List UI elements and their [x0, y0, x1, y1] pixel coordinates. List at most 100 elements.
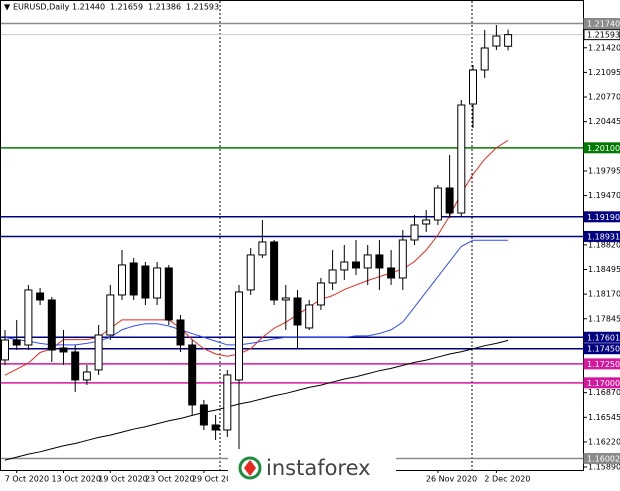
candle-body: [118, 264, 126, 296]
candle-body: [363, 254, 372, 269]
level-label-box: [583, 377, 620, 389]
x-tick-label: 23 Oct 2020: [145, 475, 194, 484]
level-label: 1.17450: [587, 345, 620, 354]
candle-body: [199, 404, 208, 426]
candle-body: [59, 347, 68, 353]
candle-body: [129, 262, 138, 296]
y-tick-label: 1.19470: [588, 191, 620, 200]
y-tick-label: 1.15890: [588, 462, 620, 471]
level-label-box: [583, 18, 620, 29]
x-tick-label: 2 Dec 2020: [484, 475, 530, 484]
y-tick-label: 1.16545: [588, 413, 620, 422]
candle-body: [445, 187, 454, 214]
y-tick-label: 1.18170: [588, 290, 620, 299]
candle-body: [94, 334, 103, 371]
candle-body: [492, 35, 501, 47]
candle-body: [47, 299, 56, 351]
candle-body: [36, 292, 45, 301]
level-label-box: [583, 358, 620, 370]
candle-body: [457, 104, 466, 214]
level-label: 1.17000: [587, 379, 620, 388]
candle-body: [223, 374, 232, 431]
level-label-box: [583, 29, 620, 41]
level-label-box: [583, 343, 620, 355]
watermark-text: instaforex: [266, 456, 371, 480]
y-tick-label: 1.17845: [588, 314, 620, 323]
candle-body: [258, 241, 267, 256]
level-label: 1.21740: [587, 20, 620, 29]
watermark: instaforex: [228, 449, 396, 487]
candle-body: [235, 291, 243, 381]
candle-body: [340, 261, 349, 271]
candle-body: [71, 351, 80, 381]
chart-title: EURUSD,Daily: [13, 3, 70, 12]
y-tick-label: 1.16870: [588, 388, 620, 397]
candle-body: [469, 69, 477, 105]
candle-body: [352, 261, 360, 269]
candle-body: [281, 297, 290, 301]
indicator-line: [4, 339, 509, 461]
y-tick-label: 1.18820: [588, 240, 620, 249]
y-tick-label: 1.19795: [588, 166, 620, 175]
candle-body: [480, 47, 489, 71]
level-label: 1.16002: [587, 454, 620, 463]
y-tick-label: 1.20445: [588, 117, 620, 126]
candle-body: [316, 282, 325, 306]
candle-body: [211, 424, 220, 431]
watermark-logo: [238, 456, 262, 480]
candle-body: [188, 344, 197, 406]
indicator-line: [4, 239, 509, 346]
candle-body: [433, 187, 442, 221]
y-tick-label: 1.21095: [588, 68, 620, 77]
candle-body: [12, 339, 21, 346]
level-label-box: [583, 331, 620, 343]
candle-body: [1, 339, 9, 361]
ohlc-value: 1.21440: [72, 3, 105, 12]
candle-body: [164, 267, 173, 321]
level-label-box: [583, 142, 620, 154]
level-label: 1.20100: [587, 144, 620, 153]
candle-body: [375, 254, 384, 269]
level-label: 1.21593: [587, 31, 620, 40]
candle-body: [422, 219, 431, 225]
y-tick-label: 1.20770: [588, 93, 620, 102]
x-tick-label: 26 Nov 2020: [426, 475, 477, 484]
y-tick-label: 1.18495: [588, 265, 620, 274]
level-label-box: [583, 230, 620, 242]
x-tick-label: 7 Oct 2020: [5, 475, 49, 484]
candle-body: [24, 289, 33, 346]
level-label-box: [583, 211, 620, 223]
menu-arrow[interactable]: ▼: [4, 3, 11, 12]
indicator-line: [4, 139, 509, 376]
level-label: 1.19190: [587, 213, 620, 222]
candle-body: [410, 224, 419, 241]
level-label: 1.17250: [587, 360, 620, 369]
ohlc-value: 1.21386: [148, 3, 181, 12]
candle-body: [246, 254, 255, 291]
candle-body: [398, 239, 407, 279]
level-label: 1.18931: [587, 232, 620, 241]
level-label: 1.17601: [587, 333, 620, 342]
x-tick-label: 29 Oct 2020: [192, 475, 241, 484]
y-tick-label: 1.21420: [588, 43, 620, 52]
candle-body: [305, 304, 314, 329]
ohlc-value: 1.21659: [110, 3, 143, 12]
candle-body: [293, 297, 302, 326]
x-tick-label: 13 Oct 2020: [52, 475, 101, 484]
ohlc-value: 1.21593: [186, 3, 219, 12]
candle-body: [328, 269, 337, 284]
x-tick-label: 19 Oct 2020: [98, 475, 147, 484]
candle-body: [387, 267, 396, 279]
candle-body: [82, 371, 91, 381]
candle-body: [504, 34, 513, 47]
candle-body: [106, 294, 115, 336]
candle-body: [153, 267, 162, 299]
watermark-logo: [244, 460, 256, 476]
candle-body: [270, 241, 279, 301]
level-label-box: [583, 452, 620, 464]
y-tick-label: 1.16220: [588, 437, 620, 446]
candle-body: [141, 265, 150, 299]
candle-body: [176, 319, 185, 346]
plot-frame: [0, 0, 584, 471]
